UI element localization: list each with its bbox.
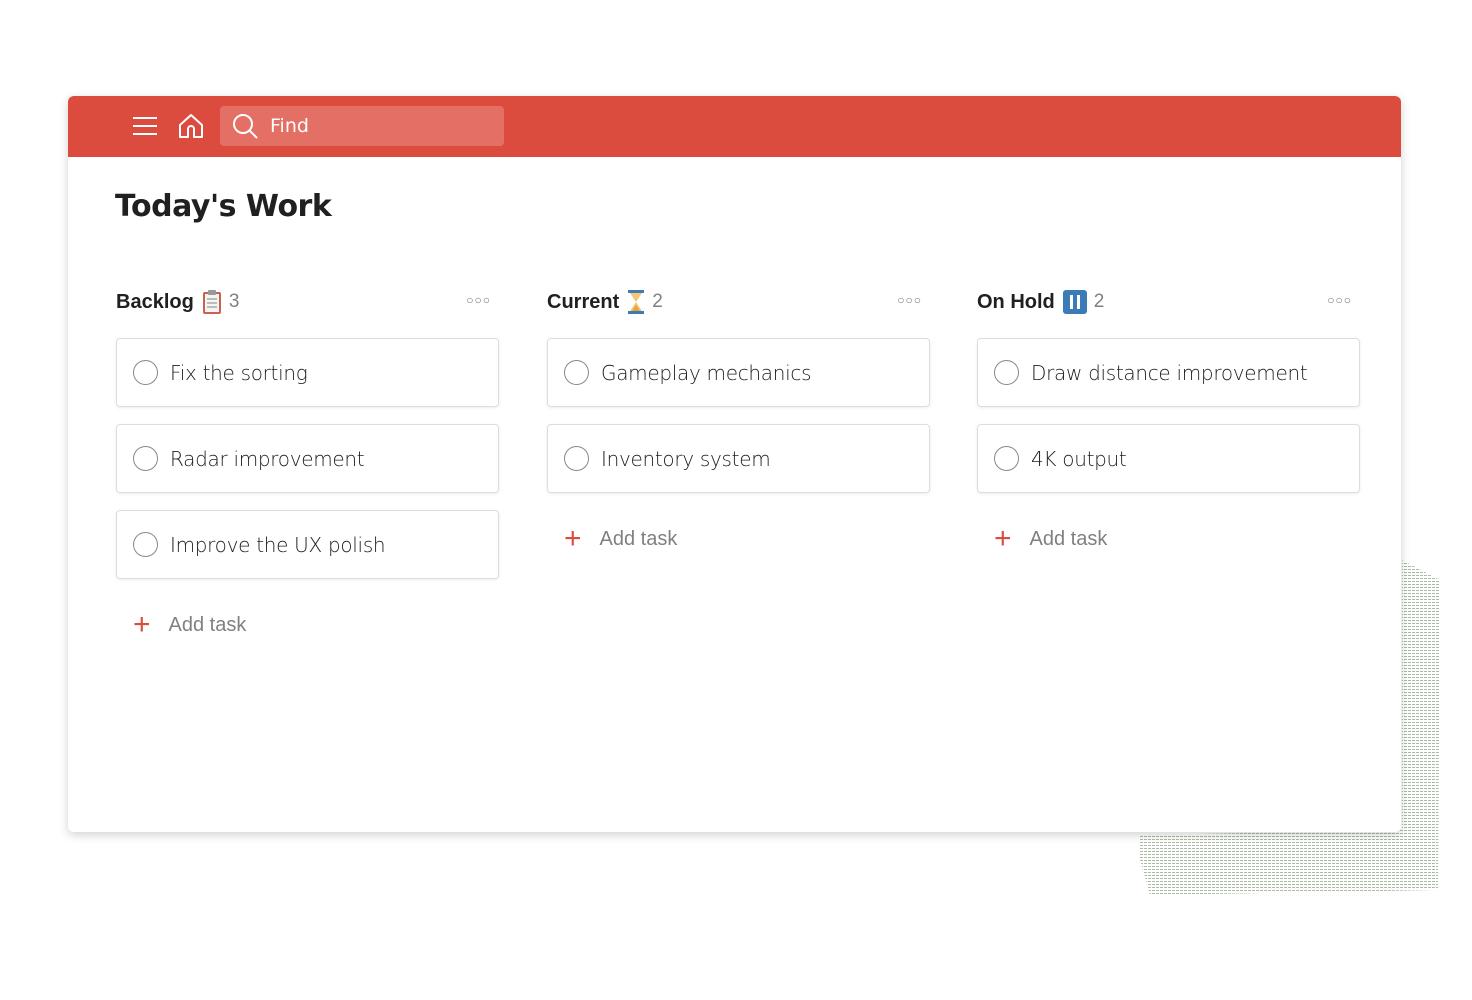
task-count: 3 (228, 291, 240, 312)
app-window: Today's Work Backlog 3 ○○○ Fix the sorti… (68, 96, 1401, 832)
pause-icon (1062, 290, 1087, 314)
hourglass-icon (627, 289, 645, 315)
complete-checkbox[interactable] (564, 360, 589, 385)
task-title: Draw distance improvement (1031, 360, 1308, 385)
clipboard-icon (202, 289, 222, 315)
task-card[interactable]: 4K output (977, 424, 1360, 493)
column-backlog: Backlog 3 ○○○ Fix the sorting Radar impr… (116, 284, 499, 643)
decorative-scribble (1140, 560, 1440, 895)
add-task-button[interactable]: + Add task (116, 607, 499, 643)
column-header: Current 2 ○○○ (547, 284, 930, 320)
task-title: Gameplay mechanics (601, 360, 812, 385)
complete-checkbox[interactable] (994, 360, 1019, 385)
complete-checkbox[interactable] (564, 446, 589, 471)
task-card[interactable]: Gameplay mechanics (547, 338, 930, 407)
plus-icon: + (994, 522, 1012, 555)
add-task-button[interactable]: + Add task (547, 521, 930, 557)
complete-checkbox[interactable] (133, 532, 158, 557)
column-current: Current 2 ○○○ Gameplay mechanics Invento… (547, 284, 930, 557)
column-title: On Hold (977, 290, 1055, 313)
task-title: Inventory system (601, 446, 771, 471)
task-card[interactable]: Inventory system (547, 424, 930, 493)
complete-checkbox[interactable] (994, 446, 1019, 471)
column-header: On Hold 2 ○○○ (977, 284, 1360, 320)
task-card[interactable]: Fix the sorting (116, 338, 499, 407)
task-card[interactable]: Improve the UX polish (116, 510, 499, 579)
task-card[interactable]: Draw distance improvement (977, 338, 1360, 407)
add-task-label: Add task (168, 613, 247, 636)
column-title: Backlog (116, 290, 194, 313)
home-icon[interactable] (177, 112, 205, 140)
more-options-icon[interactable]: ○○○ (466, 293, 491, 307)
plus-icon: + (133, 608, 151, 641)
more-options-icon[interactable]: ○○○ (897, 293, 922, 307)
add-task-label: Add task (599, 527, 678, 550)
add-task-button[interactable]: + Add task (977, 521, 1360, 557)
top-bar (68, 96, 1401, 157)
task-title: 4K output (1031, 446, 1127, 471)
column-title: Current (547, 290, 620, 313)
task-count: 2 (652, 291, 663, 312)
complete-checkbox[interactable] (133, 360, 158, 385)
task-title: Improve the UX polish (170, 532, 386, 557)
search-icon (233, 114, 258, 139)
hamburger-icon[interactable] (131, 112, 159, 140)
more-options-icon[interactable]: ○○○ (1327, 293, 1352, 307)
add-task-label: Add task (1029, 527, 1108, 550)
page-title: Today's Work (115, 189, 332, 224)
task-title: Radar improvement (170, 446, 365, 471)
task-card[interactable]: Radar improvement (116, 424, 499, 493)
search-bar[interactable] (220, 106, 504, 146)
column-on-hold: On Hold 2 ○○○ Draw distance improvement … (977, 284, 1360, 557)
column-header: Backlog 3 ○○○ (116, 284, 499, 320)
task-title: Fix the sorting (170, 360, 308, 385)
plus-icon: + (564, 522, 582, 555)
task-count: 2 (1093, 291, 1105, 312)
search-input[interactable] (268, 114, 492, 138)
complete-checkbox[interactable] (133, 446, 158, 471)
